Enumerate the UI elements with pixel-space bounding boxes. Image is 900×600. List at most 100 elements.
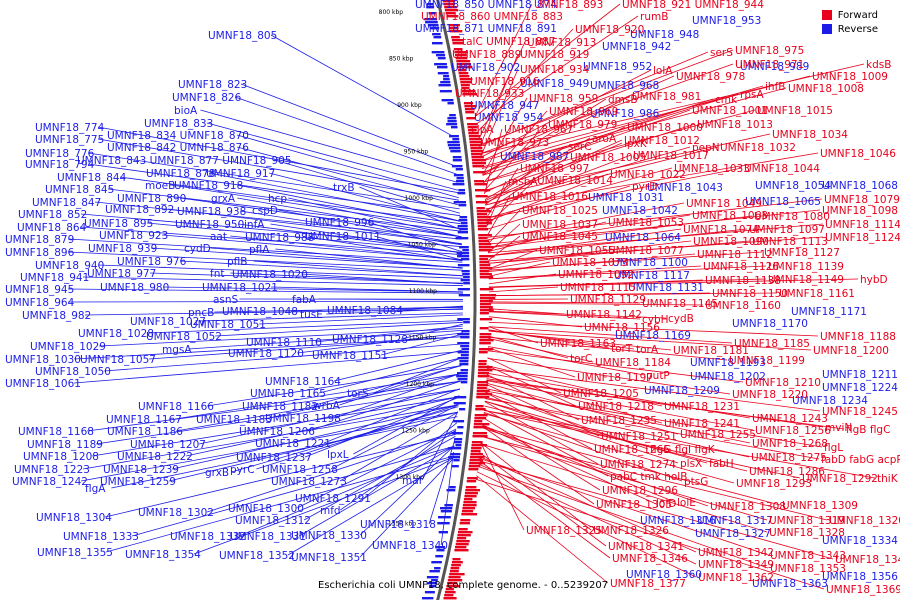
reverse-gene-mark (450, 453, 461, 456)
reverse-gene-label: UMNF18_1207 (130, 439, 206, 451)
tick-label: 1050 kbp (408, 242, 436, 249)
forward-leader-line (482, 425, 655, 504)
reverse-gene-label: UMNF18_923 (99, 230, 168, 242)
reverse-gene-mark (447, 117, 457, 120)
forward-gene-mark (452, 42, 464, 45)
reverse-gene-mark (432, 42, 443, 45)
reverse-gene-label: moeB (145, 180, 175, 192)
forward-gene-label: lolA (653, 65, 673, 77)
reverse-gene-mark (452, 183, 465, 186)
reverse-gene-mark (459, 216, 468, 219)
forward-gene-label: UMNF18_1343 (770, 550, 846, 562)
forward-gene-label: flgG flgI flgK (650, 444, 716, 456)
reverse-leader-line (238, 445, 455, 537)
reverse-swatch (821, 24, 832, 34)
reverse-gene-label: UMNF18_1356 (822, 571, 898, 583)
forward-leader-line (486, 167, 743, 219)
forward-gene-mark (443, 597, 457, 600)
reverse-leader-line (149, 336, 463, 360)
forward-leader-line (478, 460, 834, 560)
forward-leader-line (487, 209, 521, 245)
forward-leader-line (488, 249, 538, 270)
reverse-leader-line (421, 411, 459, 481)
reverse-gene-mark (441, 99, 454, 102)
forward-leader-line (474, 3, 533, 117)
legend-label-reverse: Reverse (837, 23, 878, 35)
reverse-leader-line (367, 221, 463, 252)
reverse-leader-line (104, 343, 463, 372)
forward-gene-mark (464, 105, 477, 108)
reverse-gene-label: UMNF18_1168 (18, 426, 94, 438)
reverse-leader-line (373, 357, 462, 394)
forward-gene-label: UMNF18_1185 (734, 338, 810, 350)
forward-leader-line (488, 223, 824, 254)
reverse-gene-label: UMNF18_890 (117, 193, 186, 205)
forward-gene-label: UMNF18_1046 (820, 148, 896, 160)
reverse-gene-mark (459, 246, 469, 249)
reverse-gene-label: UMNF18_1028 (78, 328, 154, 340)
forward-leader-line (484, 401, 599, 465)
reverse-gene-label: hcp (268, 193, 287, 205)
forward-gene-mark (479, 267, 492, 270)
forward-gene-label: lolE (677, 497, 696, 509)
reverse-leader-line (274, 159, 461, 214)
reverse-gene-mark (428, 12, 436, 15)
forward-gene-mark (476, 390, 490, 393)
reverse-gene-mark (453, 420, 465, 423)
reverse-gene-label: UMNF18_895 (84, 218, 153, 230)
forward-gene-mark (451, 36, 460, 39)
forward-gene-mark (477, 372, 489, 375)
forward-gene-mark (460, 519, 471, 522)
reverse-gene-label: UMNF18_847 (32, 197, 101, 209)
forward-leader-line (480, 75, 675, 162)
reverse-gene-label: UMNF18_1064 (605, 232, 681, 244)
forward-gene-label: UMNF18_978 (676, 71, 745, 83)
forward-gene-label: UMNF18_1037 (522, 219, 598, 231)
forward-gene-mark (457, 534, 471, 537)
reverse-leader-line (307, 380, 461, 432)
reverse-gene-label: UMNF18_987 (500, 151, 569, 163)
reverse-gene-mark (457, 372, 468, 375)
forward-gene-label: UMNF18_1127 (764, 247, 840, 259)
forward-gene-mark (479, 336, 491, 339)
forward-gene-label: UMNF18_1308 (710, 501, 786, 513)
forward-gene-mark (467, 123, 478, 126)
forward-gene-mark (470, 453, 483, 456)
forward-gene-label: torA (636, 344, 659, 356)
reverse-leader-line (131, 445, 455, 537)
forward-leader-line (484, 133, 771, 198)
reverse-gene-label: UMNF18_1021 (202, 282, 278, 294)
reverse-gene-label: UMNF18_1182 (242, 401, 318, 413)
forward-leader-line (482, 93, 739, 173)
forward-gene-mark (479, 258, 488, 261)
forward-leader-line (482, 97, 528, 176)
forward-gene-label: UMNF18_1160 (705, 300, 781, 312)
legend-item-forward: Forward (821, 8, 878, 22)
forward-gene-label: UMNF18_860 UMNF18_883 (421, 11, 563, 23)
forward-gene-mark (458, 528, 468, 531)
forward-gene-label: UMNF18_1342 (698, 547, 774, 559)
reverse-gene-label: UMNF18_996 (305, 217, 375, 229)
reverse-leader-line (236, 184, 461, 230)
forward-leader-line (480, 68, 519, 157)
reverse-gene-mark (447, 144, 460, 147)
forward-leader-line (487, 357, 731, 395)
forward-gene-label: UMNF18_1016 (512, 191, 588, 203)
forward-leader-line (481, 87, 787, 169)
forward-gene-mark (478, 246, 494, 249)
forward-leader-line (488, 338, 594, 363)
forward-leader-line (488, 326, 539, 344)
reverse-leader-line (87, 152, 460, 210)
reverse-gene-label: UMNF18_1206 (239, 426, 315, 438)
reverse-gene-mark (460, 279, 470, 282)
forward-leader-line (488, 326, 733, 344)
reverse-leader-line (230, 235, 463, 261)
reverse-gene-label: UMNF18_1304 (36, 512, 112, 524)
forward-gene-mark (476, 207, 485, 210)
reverse-gene-mark (460, 258, 470, 261)
forward-gene-mark (479, 348, 494, 351)
tick-label: 1350 kbp (388, 521, 416, 528)
forward-gene-mark (442, 0, 456, 3)
forward-gene-mark (473, 171, 486, 174)
forward-gene-label: UMNF18_1241 (664, 418, 740, 430)
